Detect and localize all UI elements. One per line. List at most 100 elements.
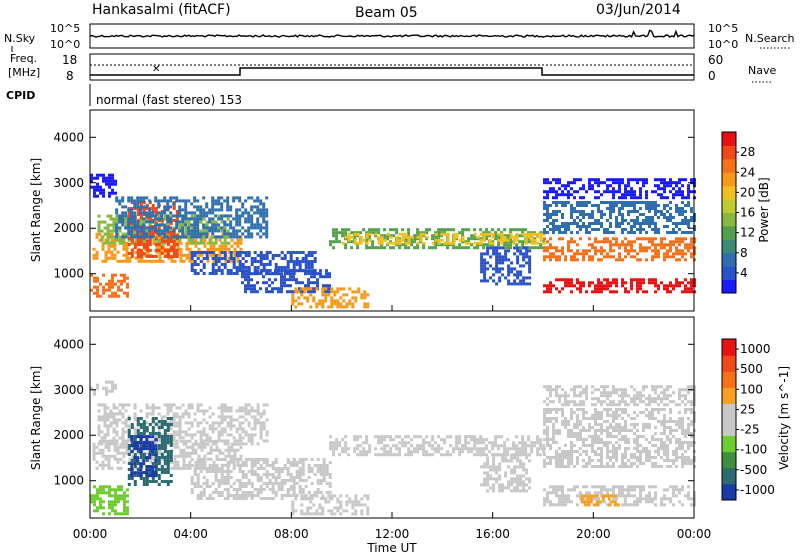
- station-title: Hankasalmi (fitACF): [92, 2, 231, 18]
- time-axis: 00:00 04:00 08:00 12:00 16:00 20:00 00:00: [73, 305, 712, 541]
- power-colorbar-tick-label-5: 24: [740, 165, 755, 179]
- power-colorbar-tick-label-2: 12: [740, 226, 755, 240]
- velocity-ytick-label-0: 1000: [53, 474, 84, 488]
- noise-tick-right-top: 10^5: [708, 22, 738, 35]
- cpid-label: CPID: [6, 89, 35, 102]
- power-colorbar-swatch-2: [722, 252, 736, 267]
- nsearch-label: N.Search: [745, 32, 795, 45]
- power-colorbar-swatch-0: [722, 279, 736, 294]
- velocity-colorbar-tick-label-4: -25: [740, 423, 760, 437]
- power-band-11: [543, 237, 696, 262]
- velocity-ytick-label-1: 2000: [53, 428, 84, 442]
- time-tick-label-2: 08:00: [274, 527, 309, 541]
- freq-glitch-mark: ✕: [152, 64, 160, 75]
- velocity-band-11: [580, 494, 620, 507]
- power-ytick-label-1: 2000: [53, 221, 84, 235]
- power-colorbar-label: Power [dB]: [757, 177, 771, 242]
- power-data-layer: [90, 173, 696, 309]
- power-colorbar-swatch-11: [722, 132, 736, 146]
- velocity-colorbar-swatch-5: [722, 403, 736, 420]
- nsky-label: N.Sky: [4, 32, 36, 45]
- velocity-colorbar-tick-label-7: -1000: [740, 483, 775, 497]
- freq-trace: [90, 67, 694, 76]
- power-band-4: [115, 196, 269, 239]
- power-colorbar-tick-label-6: 28: [740, 145, 755, 159]
- velocity-colorbar-frame: [721, 338, 737, 501]
- power-colorbar-tick-label-1: 8: [740, 246, 748, 260]
- cpid-value: normal (fast stereo) 153: [96, 93, 242, 107]
- velocity-colorbar-swatch-7: [722, 371, 736, 388]
- power-band-12: [543, 278, 696, 294]
- noise-tick-left-bottom: 10^0: [50, 38, 80, 51]
- time-tick-label-0: 00:00: [73, 527, 108, 541]
- power-band-9: [341, 232, 546, 245]
- velocity-band-6: [291, 494, 370, 516]
- power-band-10: [480, 246, 532, 286]
- power-colorbar-swatch-8: [722, 172, 736, 187]
- velocity-band-13: [90, 380, 117, 396]
- velocity-band-5: [190, 458, 332, 500]
- power-band-7: [291, 287, 370, 309]
- velocity-colorbar-swatch-3: [722, 435, 736, 453]
- power-ylabel: Slant Range [km]: [29, 158, 43, 262]
- noise-tick-left-top: 10^5: [50, 22, 80, 35]
- freq-label-2: [MHz]: [8, 66, 40, 79]
- velocity-band-3: [130, 435, 158, 478]
- power-colorbar-swatch-3: [722, 239, 736, 254]
- power-colorbar-swatch-10: [722, 145, 736, 160]
- velocity-colorbar-tick-label-1: 500: [740, 362, 763, 376]
- freq-nave-panel: ✕ Freq. [MHz] 18 8 60 0 Nave: [8, 52, 776, 83]
- velocity-colorbar-swatch-0: [722, 483, 736, 501]
- velocity-ytick-label-3: 4000: [53, 337, 84, 351]
- power-band-14: [543, 178, 696, 200]
- power-ytick-label-0: 1000: [53, 267, 84, 281]
- power-colorbar-tick-label-3: 16: [740, 206, 755, 220]
- cpid-panel: CPID normal (fast stereo) 153: [6, 84, 242, 107]
- time-tick-label-3: 12:00: [375, 527, 410, 541]
- freq-label-1: Freq.: [10, 52, 37, 65]
- velocity-band-4: [90, 485, 129, 516]
- power-band-3: [90, 273, 129, 298]
- velocity-ytick-label-2: 3000: [53, 383, 84, 397]
- power-colorbar-swatch-9: [722, 158, 736, 173]
- velocity-colorbar-tick-label-3: 25: [740, 402, 755, 416]
- velocity-colorbar-tick-label-5: -100: [740, 443, 767, 457]
- power-ytick-label-3: 4000: [53, 130, 84, 144]
- noise-tick-right-bottom: 10^0: [708, 38, 738, 51]
- velocity-band-8: [480, 453, 532, 493]
- nave-tick-bottom: 0: [708, 69, 716, 83]
- freq-tick-top: 18: [62, 53, 77, 67]
- velocity-panel: 1000 2000 3000 4000 Slant Range [km] 1000 50…: [29, 316, 791, 519]
- noise-panel: N.Sky 10^5 10^0 10^5 10^0 N.Search: [4, 22, 795, 52]
- velocity-colorbar-swatch-8: [722, 355, 736, 372]
- time-tick-label-1: 04:00: [173, 527, 208, 541]
- velocity-band-7: [329, 435, 546, 457]
- velocity-band-12: [543, 385, 696, 407]
- power-ytick-label-2: 3000: [53, 176, 84, 190]
- nave-label: Nave: [748, 64, 776, 77]
- velocity-band-1: [97, 403, 269, 446]
- velocity-colorbar-swatch-2: [722, 451, 736, 469]
- beam-title: Beam 05: [355, 5, 418, 21]
- velocity-data-layer: [90, 380, 696, 516]
- power-colorbar-swatch-4: [722, 225, 736, 240]
- velocity-colorbar-swatch-9: [722, 339, 736, 356]
- freq-tick-bottom: 8: [66, 69, 74, 83]
- power-band-13: [543, 201, 696, 234]
- power-colorbar-tick-label-0: 4: [740, 266, 748, 280]
- power-colorbar-swatch-6: [722, 199, 736, 213]
- velocity-ylabel: Slant Range [km]: [29, 366, 43, 470]
- velocity-colorbar-swatch-6: [722, 387, 736, 404]
- power-band-15: [90, 173, 117, 198]
- date-title: 03/Jun/2014: [596, 2, 681, 18]
- time-tick-label-5: 20:00: [576, 527, 611, 541]
- power-colorbar-swatch-1: [722, 266, 736, 281]
- velocity-colorbar-tick-label-0: 1000: [740, 342, 771, 356]
- power-colorbar-swatch-5: [722, 212, 736, 227]
- power-colorbar-swatch-7: [722, 185, 736, 200]
- time-tick-label-4: 16:00: [475, 527, 510, 541]
- nave-tick-top: 60: [708, 53, 723, 67]
- time-tick-label-6: 00:00: [677, 527, 712, 541]
- velocity-colorbar-swatch-1: [722, 467, 736, 485]
